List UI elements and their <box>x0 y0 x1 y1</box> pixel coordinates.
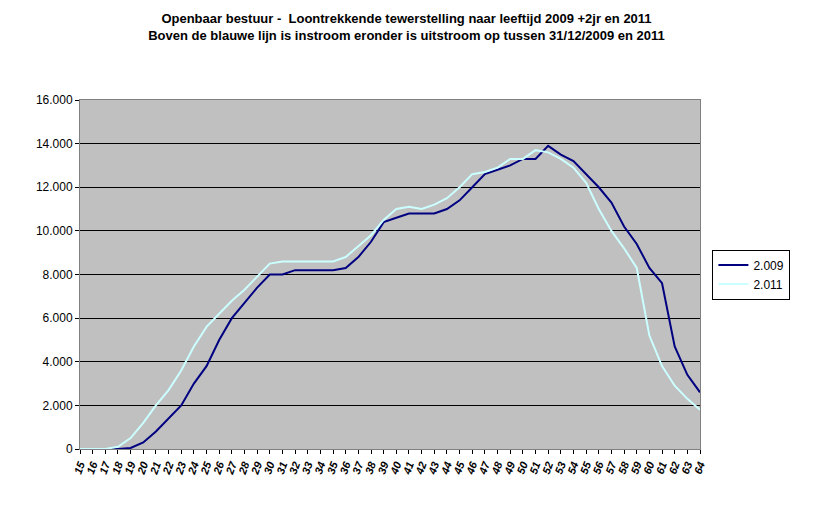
svg-text:2.009: 2.009 <box>753 259 783 273</box>
svg-text:8.000: 8.000 <box>43 268 73 282</box>
svg-text:42: 42 <box>413 460 429 477</box>
svg-text:14.000: 14.000 <box>36 137 73 151</box>
svg-text:43: 43 <box>426 460 442 477</box>
svg-text:17: 17 <box>97 459 113 475</box>
svg-text:37: 37 <box>350 459 366 475</box>
svg-text:18: 18 <box>110 459 126 475</box>
svg-text:40: 40 <box>388 459 404 476</box>
svg-text:32: 32 <box>287 460 302 476</box>
svg-text:39: 39 <box>375 459 391 475</box>
svg-text:24: 24 <box>185 460 201 477</box>
svg-text:55: 55 <box>578 459 594 475</box>
svg-text:35: 35 <box>325 459 341 475</box>
svg-text:19: 19 <box>122 459 138 475</box>
svg-text:0: 0 <box>66 442 73 456</box>
svg-text:45: 45 <box>451 459 467 476</box>
svg-text:44: 44 <box>438 460 454 477</box>
svg-text:33: 33 <box>299 460 314 476</box>
svg-text:29: 29 <box>248 459 264 476</box>
svg-text:21: 21 <box>147 460 163 477</box>
svg-text:Openbaar bestuur - Loontrekke: Openbaar bestuur - Loontrekkende tewerst… <box>148 11 665 43</box>
svg-text:30: 30 <box>261 459 277 475</box>
svg-text:10.000: 10.000 <box>36 224 73 238</box>
svg-text:63: 63 <box>679 460 694 476</box>
svg-text:16: 16 <box>84 459 100 475</box>
svg-text:53: 53 <box>552 460 567 476</box>
svg-text:50: 50 <box>514 459 530 475</box>
svg-text:62: 62 <box>666 460 681 476</box>
svg-text:49: 49 <box>501 459 517 476</box>
svg-text:2.011: 2.011 <box>753 278 782 292</box>
svg-text:60: 60 <box>641 459 657 475</box>
svg-text:6.000: 6.000 <box>43 311 73 325</box>
svg-text:4.000: 4.000 <box>43 355 73 369</box>
svg-text:51: 51 <box>527 460 542 476</box>
svg-text:52: 52 <box>540 460 555 476</box>
svg-text:54: 54 <box>565 460 580 476</box>
svg-text:27: 27 <box>223 459 239 476</box>
svg-text:26: 26 <box>210 459 226 476</box>
svg-text:12.000: 12.000 <box>36 180 73 194</box>
svg-text:56: 56 <box>590 459 606 475</box>
svg-text:20: 20 <box>135 459 151 476</box>
svg-text:46: 46 <box>463 459 479 476</box>
svg-text:28: 28 <box>236 459 252 476</box>
svg-text:64: 64 <box>692 460 707 476</box>
svg-text:16.000: 16.000 <box>36 93 73 107</box>
svg-text:22: 22 <box>160 460 176 477</box>
svg-text:57: 57 <box>603 459 619 475</box>
svg-text:36: 36 <box>337 459 353 475</box>
svg-text:38: 38 <box>363 459 379 475</box>
svg-text:47: 47 <box>476 459 492 476</box>
svg-text:23: 23 <box>172 460 188 477</box>
svg-text:31: 31 <box>274 460 289 476</box>
svg-text:58: 58 <box>616 459 632 475</box>
svg-text:41: 41 <box>400 460 416 477</box>
svg-text:2.000: 2.000 <box>43 399 73 413</box>
svg-text:15: 15 <box>72 459 88 475</box>
svg-text:61: 61 <box>654 460 669 476</box>
svg-text:48: 48 <box>489 459 505 476</box>
svg-text:59: 59 <box>628 459 644 475</box>
svg-text:25: 25 <box>198 459 214 476</box>
svg-text:34: 34 <box>312 460 327 476</box>
